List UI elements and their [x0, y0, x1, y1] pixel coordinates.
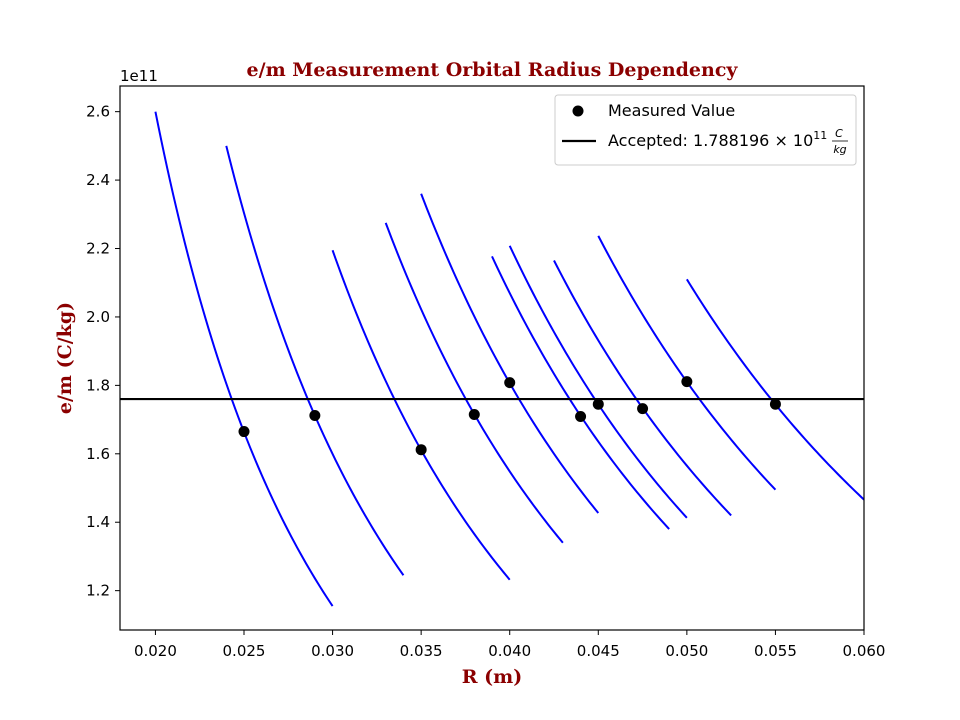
- y-tick-label: 1.6: [86, 445, 110, 463]
- x-tick-label: 0.050: [665, 642, 708, 660]
- legend-marker-measured: [572, 105, 584, 117]
- x-tick-label: 0.045: [577, 642, 620, 660]
- curve-9: [597, 235, 777, 491]
- y-tick-label: 1.8: [86, 376, 110, 394]
- curve-5: [420, 193, 600, 514]
- measured-point-7: [592, 398, 604, 410]
- chart-title: e/m Measurement Orbital Radius Dependenc…: [247, 59, 739, 81]
- y-tick-label: 1.2: [86, 582, 110, 600]
- legend-accepted-prefix: Accepted: 1.788196 × 10: [608, 131, 813, 150]
- legend-unit-numerator: C: [835, 127, 843, 140]
- x-tick-label: 0.060: [843, 642, 886, 660]
- legend-accepted-exp: 11: [813, 129, 827, 142]
- y-tick-label: 2.0: [86, 308, 110, 326]
- curve-6: [491, 255, 670, 530]
- y-axis-label: e/m (C/kg): [54, 302, 76, 414]
- measured-point-6: [575, 411, 587, 423]
- curve-10: [686, 278, 864, 501]
- legend-label-measured: Measured Value: [608, 101, 735, 120]
- legend-label-accepted: Accepted: 1.788196 × 1011: [608, 129, 827, 150]
- x-tick-label: 0.020: [134, 642, 177, 660]
- y-tick-label: 2.2: [86, 240, 110, 258]
- y-tick-label: 2.4: [86, 171, 110, 189]
- curve-7: [508, 245, 688, 519]
- measured-point-4: [468, 408, 480, 420]
- x-tick-label: 0.035: [400, 642, 443, 660]
- y-tick-label: 2.6: [86, 103, 110, 121]
- measured-point-3: [415, 444, 427, 456]
- x-tick-label: 0.030: [311, 642, 354, 660]
- y-tick-label: 1.4: [86, 513, 110, 531]
- curve-1: [154, 111, 334, 607]
- legend-frame: [554, 94, 857, 166]
- curve-3: [331, 249, 511, 581]
- x-axis-label: R (m): [462, 666, 523, 688]
- legend-unit-denominator: kg: [833, 143, 846, 156]
- curve-4: [384, 222, 564, 544]
- legend: Measured Value Accepted: 1.788196 × 1011…: [554, 94, 857, 166]
- curve-8: [553, 260, 732, 517]
- x-tick-label: 0.025: [223, 642, 266, 660]
- measured-point-10: [769, 398, 781, 410]
- y-offset-label: 1e11: [120, 67, 158, 85]
- plot-area-frame: [119, 85, 865, 631]
- x-tick-label: 0.040: [488, 642, 531, 660]
- measured-point-1: [238, 426, 250, 438]
- measured-point-9: [681, 376, 693, 388]
- measured-point-5: [504, 377, 516, 389]
- measured-point-2: [309, 409, 321, 421]
- measured-point-8: [637, 403, 649, 415]
- x-tick-label: 0.055: [754, 642, 797, 660]
